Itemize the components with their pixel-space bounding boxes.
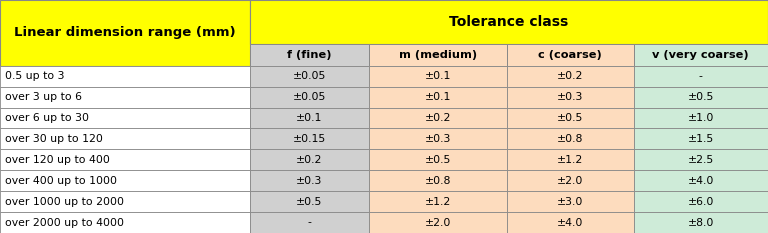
Bar xyxy=(250,149,369,170)
Text: ±0.1: ±0.1 xyxy=(425,92,451,102)
Text: ±0.2: ±0.2 xyxy=(557,71,584,81)
Bar xyxy=(507,149,634,170)
Bar xyxy=(634,108,768,128)
Bar xyxy=(634,149,768,170)
Bar xyxy=(369,108,507,128)
Text: -: - xyxy=(699,71,703,81)
Bar xyxy=(250,108,369,128)
Bar xyxy=(507,170,634,191)
Text: ±0.15: ±0.15 xyxy=(293,134,326,144)
Bar xyxy=(0,212,250,233)
Bar xyxy=(634,87,768,108)
Text: over 3 up to 6: over 3 up to 6 xyxy=(5,92,82,102)
Bar xyxy=(507,66,634,87)
Bar xyxy=(250,44,369,66)
Text: over 1000 up to 2000: over 1000 up to 2000 xyxy=(5,197,124,207)
Text: -: - xyxy=(307,218,311,228)
Bar xyxy=(369,212,507,233)
Text: ±0.5: ±0.5 xyxy=(557,113,584,123)
Text: f (fine): f (fine) xyxy=(287,50,331,60)
Bar xyxy=(0,149,250,170)
Bar xyxy=(250,170,369,191)
Text: ±0.3: ±0.3 xyxy=(557,92,584,102)
Bar xyxy=(0,128,250,149)
Text: over 6 up to 30: over 6 up to 30 xyxy=(5,113,89,123)
Bar xyxy=(0,108,250,128)
Bar xyxy=(507,191,634,212)
Bar xyxy=(0,191,250,212)
Text: ±0.8: ±0.8 xyxy=(557,134,584,144)
Text: Linear dimension range (mm): Linear dimension range (mm) xyxy=(14,26,236,39)
Text: ±4.0: ±4.0 xyxy=(557,218,584,228)
Text: ±1.2: ±1.2 xyxy=(425,197,451,207)
Text: ±1.5: ±1.5 xyxy=(687,134,714,144)
Text: ±1.0: ±1.0 xyxy=(687,113,714,123)
Bar xyxy=(507,87,634,108)
Text: ±0.3: ±0.3 xyxy=(425,134,451,144)
Text: ±0.1: ±0.1 xyxy=(296,113,323,123)
Text: ±0.5: ±0.5 xyxy=(296,197,323,207)
Text: over 120 up to 400: over 120 up to 400 xyxy=(5,155,110,165)
Bar xyxy=(369,170,507,191)
Bar xyxy=(250,191,369,212)
Bar xyxy=(634,66,768,87)
Text: ±1.2: ±1.2 xyxy=(557,155,584,165)
Bar xyxy=(250,212,369,233)
Text: ±2.0: ±2.0 xyxy=(425,218,451,228)
Bar xyxy=(369,44,507,66)
Text: ±0.1: ±0.1 xyxy=(425,71,451,81)
Text: ±0.2: ±0.2 xyxy=(425,113,451,123)
Bar xyxy=(369,66,507,87)
Text: over 2000 up to 4000: over 2000 up to 4000 xyxy=(5,218,124,228)
Text: over 400 up to 1000: over 400 up to 1000 xyxy=(5,176,117,186)
Bar xyxy=(369,128,507,149)
Bar xyxy=(507,128,634,149)
Text: ±0.5: ±0.5 xyxy=(687,92,714,102)
Bar xyxy=(0,0,250,66)
Bar xyxy=(250,87,369,108)
Text: ±0.5: ±0.5 xyxy=(425,155,451,165)
Text: ±0.8: ±0.8 xyxy=(425,176,451,186)
Bar xyxy=(634,128,768,149)
Bar xyxy=(369,149,507,170)
Bar xyxy=(634,191,768,212)
Bar xyxy=(0,66,250,87)
Text: over 30 up to 120: over 30 up to 120 xyxy=(5,134,103,144)
Text: Tolerance class: Tolerance class xyxy=(449,15,568,29)
Bar xyxy=(250,128,369,149)
Bar xyxy=(0,87,250,108)
Text: ±6.0: ±6.0 xyxy=(687,197,714,207)
Text: ±8.0: ±8.0 xyxy=(687,218,714,228)
Text: 0.5 up to 3: 0.5 up to 3 xyxy=(5,71,65,81)
Bar xyxy=(250,66,369,87)
Text: c (coarse): c (coarse) xyxy=(538,50,602,60)
Bar xyxy=(507,108,634,128)
Bar xyxy=(369,191,507,212)
Text: ±0.2: ±0.2 xyxy=(296,155,323,165)
Text: ±0.05: ±0.05 xyxy=(293,92,326,102)
Bar xyxy=(507,212,634,233)
Text: v (very coarse): v (very coarse) xyxy=(653,50,749,60)
Bar xyxy=(507,44,634,66)
Text: ±0.3: ±0.3 xyxy=(296,176,323,186)
Bar xyxy=(634,212,768,233)
Bar xyxy=(0,170,250,191)
Text: ±3.0: ±3.0 xyxy=(557,197,584,207)
Text: ±2.0: ±2.0 xyxy=(557,176,584,186)
Text: m (medium): m (medium) xyxy=(399,50,477,60)
Text: ±2.5: ±2.5 xyxy=(687,155,714,165)
Bar xyxy=(634,44,768,66)
Text: ±4.0: ±4.0 xyxy=(687,176,714,186)
Bar xyxy=(634,170,768,191)
Bar xyxy=(250,0,768,44)
Text: ±0.05: ±0.05 xyxy=(293,71,326,81)
Bar xyxy=(369,87,507,108)
